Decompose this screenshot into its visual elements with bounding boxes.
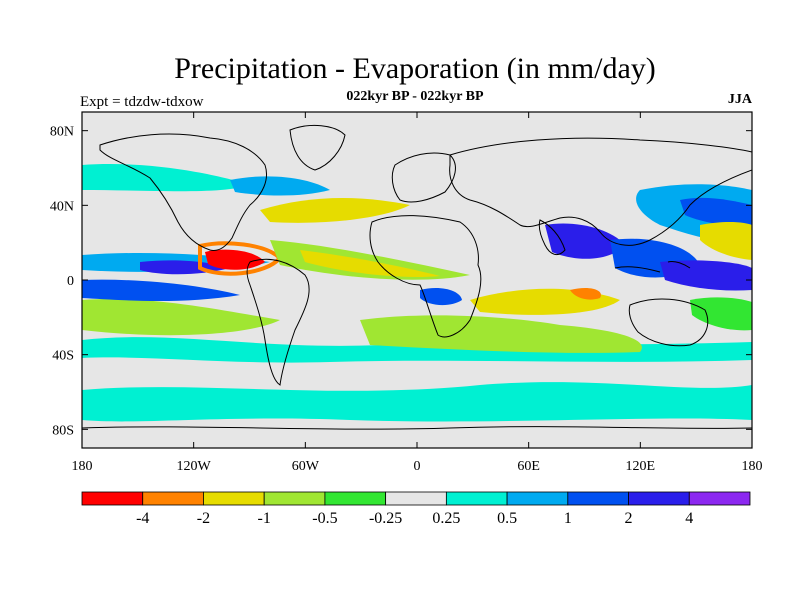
indian-ocean-orange	[570, 287, 601, 300]
colorbar-swatch	[81, 491, 144, 506]
x-tick-label: 60E	[517, 459, 540, 474]
colorbar-label: -1	[258, 510, 271, 527]
colorbar-swatch	[142, 491, 204, 506]
x-tick-label: 0	[414, 459, 421, 474]
indonesia-coast	[614, 261, 691, 273]
south-atlantic-indian-green	[360, 315, 642, 353]
southern-band-cyan	[82, 382, 752, 422]
colorbar-swatch	[263, 491, 326, 506]
nw-pacific-deepblue	[680, 197, 752, 226]
africa-coast	[369, 215, 482, 338]
colorbar-swatch	[506, 491, 569, 506]
europe-coast	[391, 152, 456, 203]
west-pacific-indigo	[660, 260, 752, 291]
north-atlantic-yellow	[260, 198, 410, 223]
north-america-coast	[99, 133, 267, 251]
asia-coast	[449, 137, 752, 246]
colorbar-swatch	[385, 491, 447, 506]
colorbar-swatch	[203, 491, 265, 506]
experiment-label: Expt = tdzdw-tdxow	[80, 94, 204, 110]
tropical-atlantic-green	[270, 240, 470, 280]
india-coast	[538, 219, 566, 256]
north-atlantic-blue	[230, 176, 330, 196]
colorbar-swatch	[445, 491, 508, 506]
x-tick-label: 120W	[177, 459, 212, 474]
colorbar: -4 -2 -1 -0.5 -0.25 0.25 0.5 1 2 4	[81, 491, 751, 527]
colorbar-swatch	[324, 491, 387, 506]
chart-subtitle: 022kyr BP - 022kyr BP	[346, 89, 484, 104]
season-label: JJA	[727, 92, 752, 107]
antarctica-coast	[82, 426, 752, 430]
colorbar-label: 1	[564, 510, 572, 527]
tropical-atlantic-yellow	[300, 250, 440, 278]
south-pacific-green	[82, 299, 280, 336]
y-tick-label: 0	[67, 274, 74, 289]
equatorial-pacific-blue	[82, 279, 240, 302]
east-pacific-red	[205, 249, 265, 270]
north-pacific-cyan	[82, 164, 250, 192]
colorbar-swatch	[628, 491, 690, 506]
colorbar-label: -0.25	[369, 510, 402, 527]
colorbar-swatch	[688, 491, 751, 506]
colorbar-swatch	[567, 491, 629, 506]
axis-ticks: 80N 40N 0 40S 80S 180 120W 60W 0 60E 120E 180	[50, 112, 763, 474]
colorbar-label: -2	[197, 510, 210, 527]
australia-coast	[628, 298, 709, 347]
x-tick-label: 180	[72, 459, 93, 474]
x-tick-label: 180	[742, 459, 763, 474]
south-america-coast	[246, 258, 310, 386]
colorbar-label: 0.25	[432, 510, 460, 527]
chart-title: Precipitation - Evaporation (in mm/day)	[174, 52, 656, 85]
colorbar-label: 2	[625, 510, 633, 527]
y-tick-label: 80S	[52, 423, 74, 438]
colorbar-label: -0.5	[312, 510, 337, 527]
x-tick-label: 120E	[626, 459, 656, 474]
y-tick-label: 80N	[50, 125, 74, 140]
field-patches	[82, 164, 752, 422]
greenland-coast	[289, 124, 346, 171]
coastlines	[82, 124, 752, 430]
x-tick-label: 60W	[292, 459, 320, 474]
west-pacific-yellow	[700, 221, 752, 260]
y-tick-label: 40N	[50, 199, 74, 214]
map-panel	[81, 111, 753, 449]
colorbar-label: 4	[685, 510, 693, 527]
y-tick-label: 40S	[52, 349, 74, 364]
sw-pacific-green	[690, 297, 752, 331]
gulf-guinea-blue	[420, 288, 462, 306]
colorbar-label: 0.5	[497, 510, 517, 527]
colorbar-label: -4	[136, 510, 149, 527]
southern-band-cyan-2	[82, 337, 752, 363]
